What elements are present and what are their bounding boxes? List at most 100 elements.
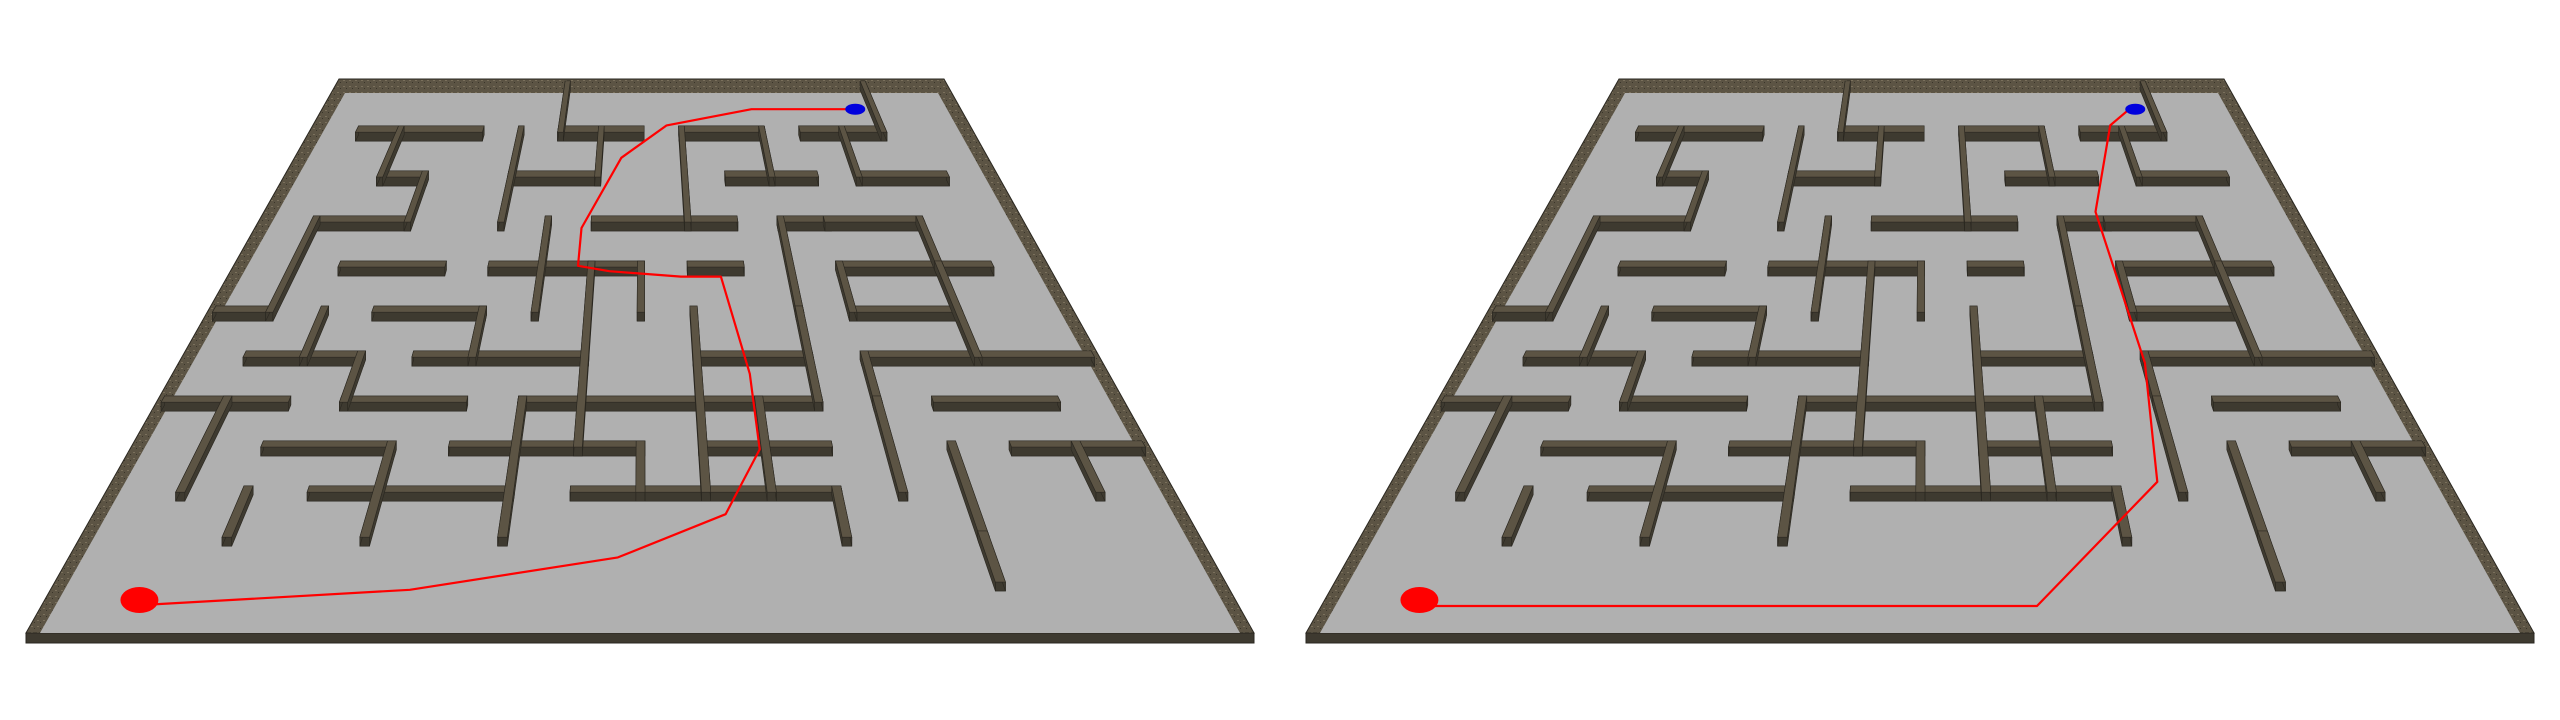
maze-wall-top: [376, 125, 405, 178]
maze-wall-top: [859, 80, 888, 133]
maze-wall-top: [507, 170, 602, 178]
maze-wall: [2152, 395, 2189, 502]
maze-wall: [2226, 440, 2271, 547]
maze-wall-front: [1767, 266, 1925, 277]
maze-wall-front: [1870, 221, 2019, 232]
maze-wall: [1590, 215, 1694, 232]
maze-wall: [1915, 440, 1926, 502]
maze-wall-front: [933, 401, 1061, 412]
maze-wall-top: [2074, 305, 2104, 403]
maze-wall: [2214, 260, 2263, 367]
maze-wall-front: [849, 311, 964, 322]
maze-wall: [689, 305, 712, 502]
maze-wall-front: [1590, 221, 1691, 232]
maze-wall-top: [2210, 395, 2342, 403]
maze-wall: [1767, 260, 1925, 277]
maze-wall: [838, 125, 863, 187]
maze-wall-front: [1967, 266, 2025, 277]
maze-wall: [557, 80, 571, 142]
maze-wall-front: [684, 221, 692, 232]
maze-wall-front: [448, 446, 646, 457]
maze-wall-top: [337, 260, 447, 268]
maze-wall: [692, 350, 814, 367]
maze-wall-front: [497, 536, 508, 547]
maze-wall-front: [678, 131, 766, 142]
maze-wall: [776, 215, 805, 322]
maze-wall: [376, 125, 405, 187]
maze-wall-top: [371, 305, 487, 313]
maze-wall-front: [1651, 311, 1766, 322]
maze-wall-front: [1972, 356, 2094, 367]
maze-wall: [448, 440, 646, 457]
maze-wall: [1578, 305, 1610, 367]
maze-wall-top: [2139, 80, 2168, 133]
maze-wall: [221, 485, 254, 547]
maze-wall-top: [872, 395, 909, 493]
maze-wall-top: [1787, 170, 1882, 178]
maze-wall: [338, 395, 469, 412]
maze-wall-front: [1981, 491, 1992, 502]
maze-wall: [847, 305, 964, 322]
maze-frame-front: [1305, 632, 2535, 644]
maze-wall: [1651, 305, 1767, 322]
maze-wall-front: [355, 131, 483, 142]
maze-wall: [1787, 170, 1882, 187]
maze-wall-top: [794, 305, 824, 403]
maze-wall: [1969, 305, 1992, 502]
maze-wall: [636, 260, 645, 322]
maze-wall-top: [1972, 350, 2094, 358]
maze-wall-front: [836, 266, 995, 277]
maze-wall-top: [497, 395, 528, 538]
maze-board-left: [25, 78, 1255, 644]
maze-wall-top: [467, 305, 487, 358]
maze-wall: [1972, 350, 2094, 367]
maze-wall: [590, 215, 739, 232]
maze-wall-top: [517, 395, 824, 403]
maze-wall-front: [1691, 356, 1869, 367]
maze-wall: [1916, 260, 1925, 322]
maze-wall-top: [692, 350, 814, 358]
maze-wall-top: [636, 260, 645, 313]
maze-wall: [872, 395, 909, 502]
maze-wall: [934, 260, 983, 367]
maze-wall: [1691, 350, 1870, 367]
maze-wall-front: [260, 446, 395, 457]
maze-wall: [1777, 395, 1808, 547]
maze-wall-front: [1635, 131, 1763, 142]
maze-wall: [517, 395, 824, 412]
maze-wall-top: [2034, 395, 2057, 493]
maze-wall-front: [1958, 131, 2046, 142]
maze-wall-top: [338, 350, 367, 403]
maze-wall: [2102, 215, 2206, 232]
maze-wall-front: [1540, 446, 1675, 457]
maze-wall-top: [573, 260, 596, 448]
start-marker-icon: [120, 587, 159, 613]
maze-wall-top: [1767, 260, 1925, 268]
maze-wall-top: [1777, 125, 1805, 223]
maze-wall: [1747, 305, 1767, 367]
maze-wall-top: [2133, 170, 2230, 178]
maze-wall-front: [2116, 266, 2275, 277]
maze-wall-top: [2115, 260, 2275, 268]
maze-wall-top: [1777, 395, 1808, 538]
maze-wall-top: [1958, 125, 2046, 133]
maze-wall-top: [2152, 395, 2189, 493]
maze-wall: [853, 170, 950, 187]
maze-wall-top: [1578, 305, 1610, 358]
maze-wall-top: [835, 260, 858, 313]
maze-wall-top: [1656, 125, 1685, 178]
maze-wall: [2111, 485, 2133, 547]
maze-wall: [822, 215, 926, 232]
maze-wall: [635, 440, 646, 502]
maze-wall: [1966, 260, 2025, 277]
maze-frame-front: [25, 632, 1255, 644]
maze-wall: [1634, 125, 1765, 142]
maze-wall-front: [1915, 491, 1926, 502]
maze-wall: [175, 395, 233, 502]
maze-wall: [1958, 125, 2046, 142]
maze-wall-top: [838, 125, 863, 178]
maze-wall: [2257, 530, 2286, 592]
maze-wall-front: [337, 266, 446, 277]
maze-wall: [265, 215, 321, 322]
maze-wall-front: [339, 401, 467, 412]
